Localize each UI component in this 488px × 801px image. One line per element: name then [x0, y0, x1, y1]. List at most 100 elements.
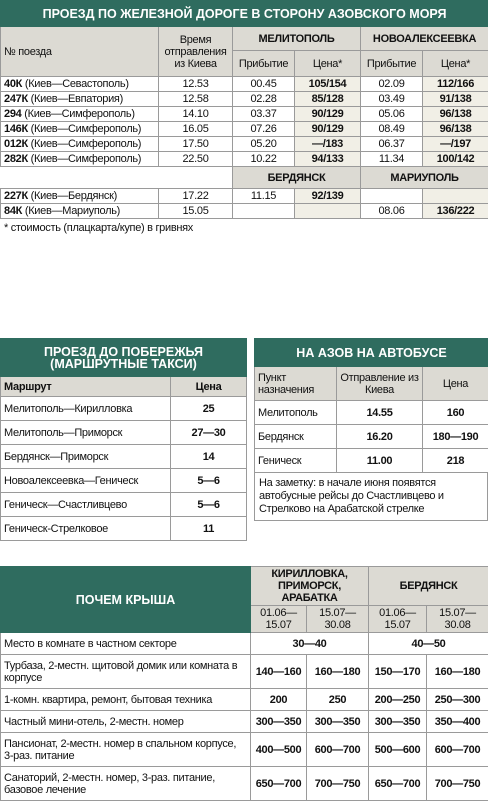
train-cell: 012К (Киев—Симферополь) — [1, 137, 159, 152]
price: 218 — [423, 449, 488, 473]
price: 160—180 — [427, 655, 488, 689]
price: 85/128 — [295, 92, 361, 107]
price: 700—750 — [307, 767, 369, 801]
price: 40—50 — [369, 633, 488, 655]
period: 15.07—30.08 — [427, 606, 488, 633]
rail-table: ПРОЕЗД ПО ЖЕЛЕЗНОЙ ДОРОГЕ В СТОРОНУ АЗОВ… — [0, 0, 488, 219]
arrival: 03.49 — [361, 92, 423, 107]
departure: 14.55 — [337, 401, 423, 425]
train-cell: 294 (Киев—Симферополь) — [1, 107, 159, 122]
price: 96/138 — [423, 107, 488, 122]
price: 200 — [251, 689, 307, 711]
price — [295, 204, 361, 219]
route: Мелитополь—Приморск — [1, 421, 171, 445]
train-route: (Киев—Севастополь) — [25, 78, 129, 90]
subheader: Цена* — [295, 51, 361, 77]
train-number: 40К — [4, 78, 22, 90]
destination: Бердянск — [255, 425, 337, 449]
price: 140—160 — [251, 655, 307, 689]
arrival: 10.22 — [233, 152, 295, 167]
destination: Геническ — [255, 449, 337, 473]
train-number: 146К — [4, 123, 28, 135]
arrival: 02.28 — [233, 92, 295, 107]
rail-title: ПРОЕЗД ПО ЖЕЛЕЗНОЙ ДОРОГЕ В СТОРОНУ АЗОВ… — [1, 1, 488, 27]
route: Бердянск—Приморск — [1, 445, 171, 469]
arrival: 02.09 — [361, 77, 423, 92]
title-row: ПРОЕЗД ДО ПОБЕРЕЖЬЯ (МАРШРУТНЫЕ ТАКСИ) — [1, 339, 247, 377]
price: 300—350 — [251, 711, 307, 733]
housing-title: ПОЧЕМ КРЫША — [1, 567, 251, 633]
group-header: КИРИЛЛОВКА, ПРИМОРСК, АРАБАТКА — [251, 567, 369, 606]
price: 136/222 — [423, 204, 488, 219]
taxi-title: ПРОЕЗД ДО ПОБЕРЕЖЬЯ (МАРШРУТНЫЕ ТАКСИ) — [1, 339, 247, 377]
price: 250 — [307, 689, 369, 711]
price: 25 — [171, 397, 247, 421]
train-cell: 40К (Киев—Севастополь) — [1, 77, 159, 92]
accommodation: 1-комн. квартира, ремонт, бытовая техник… — [1, 689, 251, 711]
city-header: МЕЛИТОПОЛЬ — [233, 27, 361, 51]
accommodation: Частный мини-отель, 2-местн. номер — [1, 711, 251, 733]
train-number: 227К — [4, 190, 28, 202]
price: 650—700 — [251, 767, 307, 801]
train-cell: 282К (Киев—Симферополь) — [1, 152, 159, 167]
header-train: № поезда — [1, 27, 159, 77]
taxi-table: ПРОЕЗД ДО ПОБЕРЕЖЬЯ (МАРШРУТНЫЕ ТАКСИ)Ма… — [0, 338, 247, 541]
price: 96/138 — [423, 122, 488, 137]
housing-row: Пансионат, 2-местн. номер в спальном кор… — [1, 733, 488, 767]
price: 300—350 — [369, 711, 427, 733]
header: Пункт назначения — [255, 367, 337, 401]
train-cell: 247К (Киев—Евпатория) — [1, 92, 159, 107]
train-number: 012К — [4, 138, 28, 150]
arrival: 08.49 — [361, 122, 423, 137]
housing-row: Турбаза, 2-местн. щитовой домик или комн… — [1, 655, 488, 689]
departure: 15.05 — [159, 204, 233, 219]
price: —/197 — [423, 137, 488, 152]
train-route: (Киев—Симферополь) — [31, 153, 141, 165]
price: 14 — [171, 445, 247, 469]
rail-section: ПРОЕЗД ПО ЖЕЛЕЗНОЙ ДОРОГЕ В СТОРОНУ АЗОВ… — [0, 0, 488, 238]
price — [423, 189, 488, 204]
train-route: (Киев—Евпатория) — [31, 93, 123, 105]
price: 200—250 — [369, 689, 427, 711]
price: 350—400 — [427, 711, 488, 733]
price: 5—6 — [171, 493, 247, 517]
price: 160—180 — [307, 655, 369, 689]
arrival — [233, 204, 295, 219]
price: 5—6 — [171, 469, 247, 493]
price: 600—700 — [307, 733, 369, 767]
train-route: (Киев—Симферополь) — [31, 123, 141, 135]
taxi-section: ПРОЕЗД ДО ПОБЕРЕЖЬЯ (МАРШРУТНЫЕ ТАКСИ)Ма… — [0, 338, 246, 541]
group-header: БЕРДЯНСК — [369, 567, 488, 606]
title-row: НА АЗОВ НА АВТОБУСЕ — [255, 339, 488, 367]
price: 180—190 — [423, 425, 488, 449]
arrival: 11.34 — [361, 152, 423, 167]
city-header: НОВОАЛЕКСЕЕВКА — [361, 27, 488, 51]
blank — [1, 167, 233, 189]
price: 700—750 — [427, 767, 488, 801]
price: 160 — [423, 401, 488, 425]
bus-title: НА АЗОВ НА АВТОБУСЕ — [255, 339, 488, 367]
price: 150—170 — [369, 655, 427, 689]
price: 92/139 — [295, 189, 361, 204]
arrival: 03.37 — [233, 107, 295, 122]
price: 90/129 — [295, 107, 361, 122]
price: 650—700 — [369, 767, 427, 801]
train-number: 84К — [4, 205, 22, 217]
train-route: (Киев—Мариуполь) — [25, 205, 120, 217]
train-cell: 146К (Киев—Симферополь) — [1, 122, 159, 137]
